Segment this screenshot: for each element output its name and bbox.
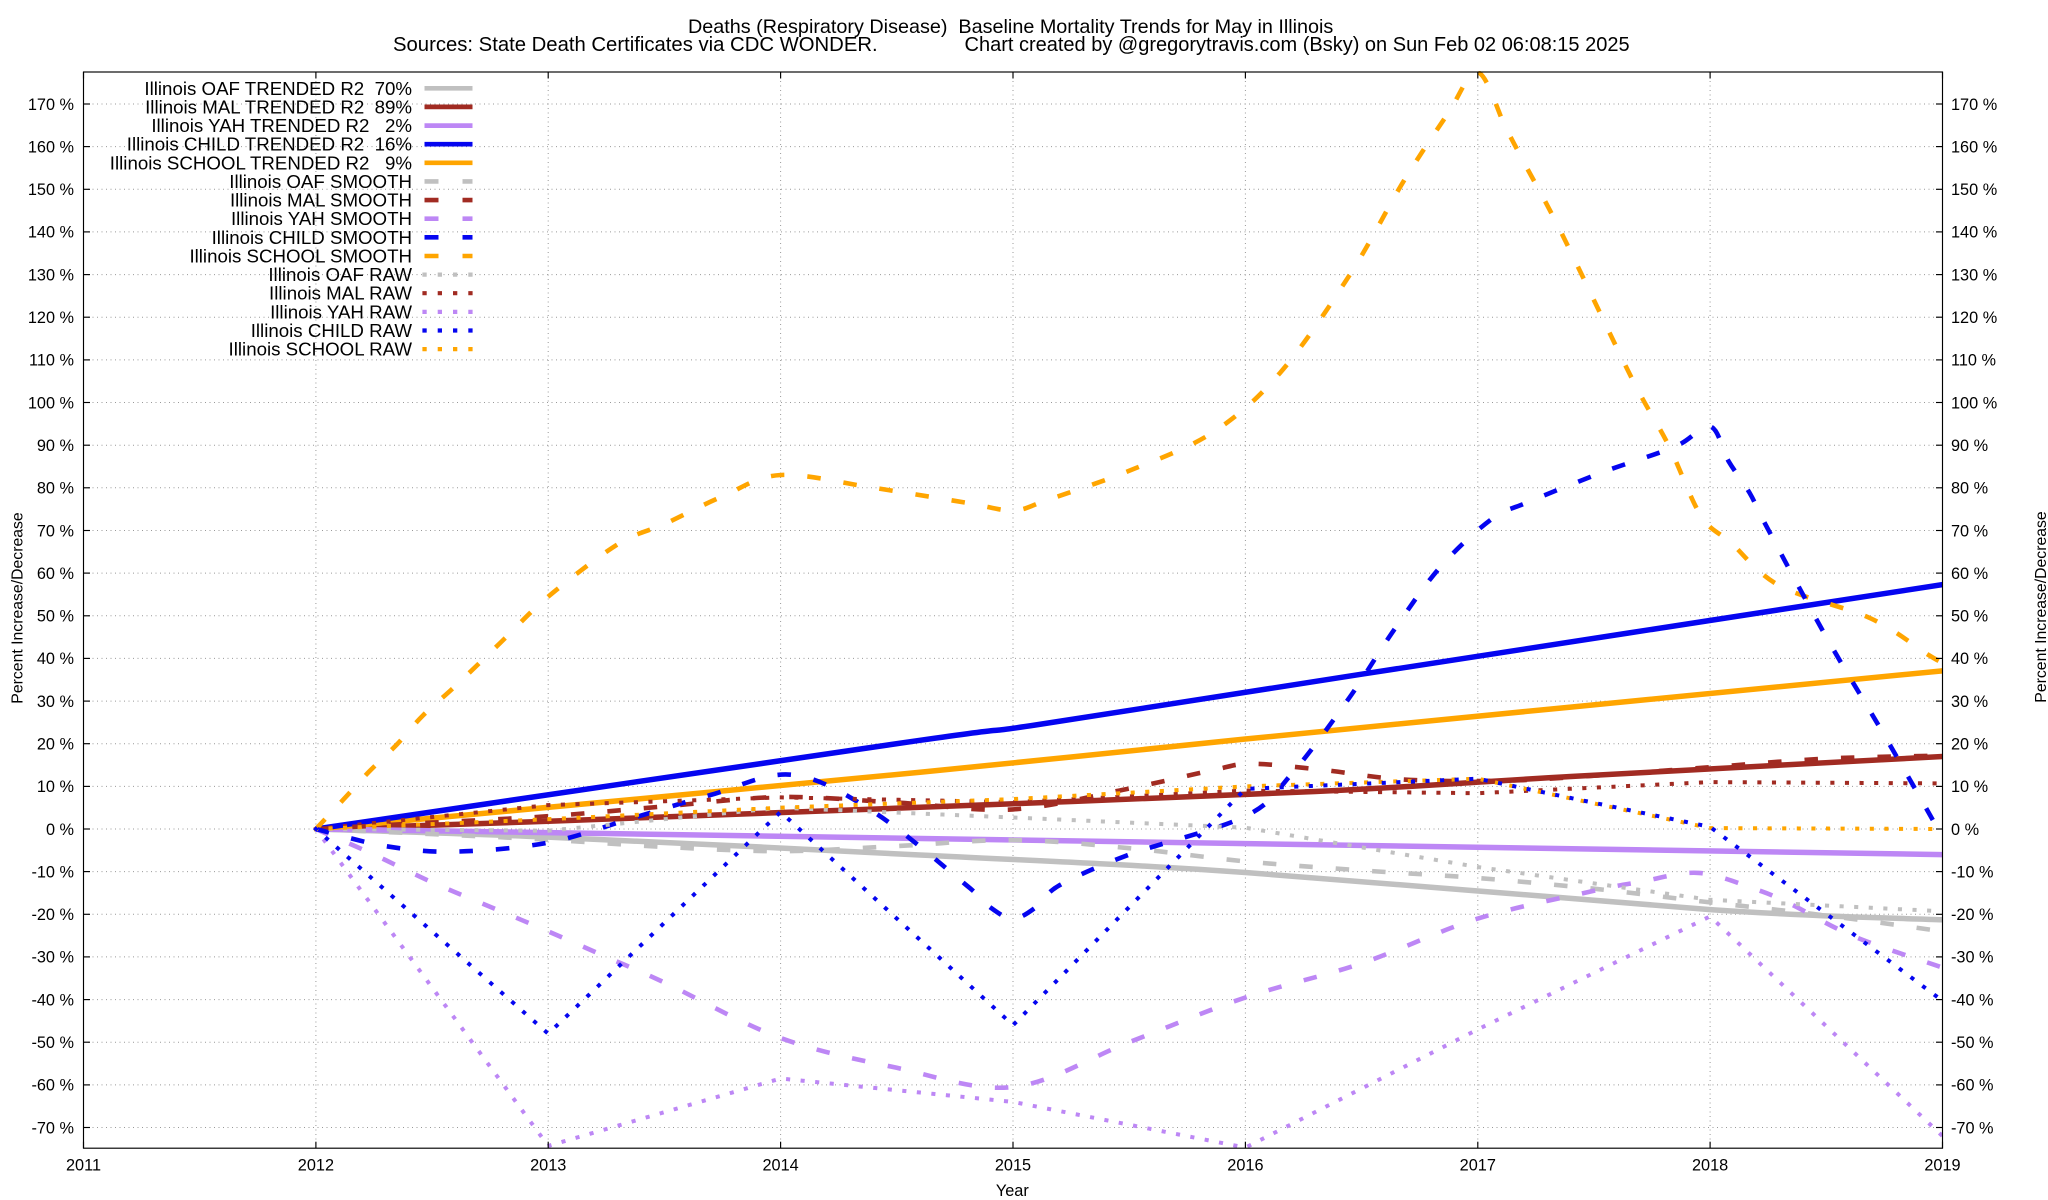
- svg-text:140 %: 140 %: [28, 224, 74, 242]
- svg-text:2016: 2016: [1227, 1157, 1263, 1175]
- svg-text:Illinois SCHOOL TRENDED R2 9: Illinois SCHOOL TRENDED R2 9%: [110, 152, 412, 173]
- svg-text:100 %: 100 %: [28, 394, 74, 412]
- svg-text:160 %: 160 %: [28, 138, 74, 156]
- svg-text:150 %: 150 %: [28, 181, 74, 199]
- svg-text:60 %: 60 %: [1951, 565, 1988, 583]
- svg-text:Illinois CHILD TRENDED R2 16%: Illinois CHILD TRENDED R2 16%: [127, 134, 412, 155]
- svg-text:50 %: 50 %: [1951, 608, 1988, 626]
- svg-text:-40 %: -40 %: [31, 991, 74, 1009]
- svg-text:-10 %: -10 %: [1951, 863, 1994, 881]
- svg-text:Sources: State Death Certifica: Sources: State Death Certificates via CD…: [393, 34, 878, 56]
- svg-text:30 %: 30 %: [37, 693, 74, 711]
- svg-text:20 %: 20 %: [37, 736, 74, 754]
- svg-text:2011: 2011: [66, 1157, 101, 1175]
- svg-text:Illinois CHILD SMOOTH: Illinois CHILD SMOOTH: [212, 227, 412, 248]
- svg-text:Deaths (Respiratory Disease): Deaths (Respiratory Disease) Baseline Mo…: [688, 16, 1333, 38]
- svg-text:Illinois SCHOOL RAW: Illinois SCHOOL RAW: [229, 339, 413, 360]
- svg-text:130 %: 130 %: [1951, 266, 1997, 284]
- svg-text:-40 %: -40 %: [1951, 991, 1994, 1009]
- svg-text:Illinois MAL SMOOTH: Illinois MAL SMOOTH: [230, 190, 412, 211]
- svg-text:30 %: 30 %: [1951, 693, 1988, 711]
- svg-text:80 %: 80 %: [1951, 480, 1988, 498]
- svg-text:2019: 2019: [1924, 1157, 1960, 1175]
- svg-text:20 %: 20 %: [1951, 736, 1988, 754]
- svg-text:140 %: 140 %: [1951, 224, 1997, 242]
- svg-text:-10 %: -10 %: [31, 863, 74, 881]
- svg-text:Illinois MAL RAW: Illinois MAL RAW: [269, 283, 412, 304]
- svg-text:-70 %: -70 %: [31, 1119, 74, 1137]
- svg-text:-20 %: -20 %: [1951, 906, 1994, 924]
- svg-text:Year: Year: [996, 1182, 1029, 1200]
- svg-text:70 %: 70 %: [37, 522, 74, 540]
- svg-text:2013: 2013: [530, 1157, 566, 1175]
- svg-text:170 %: 170 %: [1951, 96, 1997, 114]
- svg-text:-60 %: -60 %: [1951, 1077, 1994, 1095]
- svg-text:2015: 2015: [995, 1157, 1031, 1175]
- svg-text:10 %: 10 %: [1951, 778, 1988, 796]
- svg-text:10 %: 10 %: [37, 778, 74, 796]
- svg-text:120 %: 120 %: [28, 309, 74, 327]
- svg-text:40 %: 40 %: [37, 650, 74, 668]
- svg-text:-60 %: -60 %: [31, 1077, 74, 1095]
- svg-text:Percent Increase/Decrease: Percent Increase/Decrease: [10, 512, 27, 704]
- svg-text:50 %: 50 %: [37, 608, 74, 626]
- svg-text:Illinois CHILD RAW: Illinois CHILD RAW: [251, 320, 413, 341]
- svg-text:0 %: 0 %: [1951, 821, 1979, 839]
- svg-text:Illinois MAL TRENDED R2 89%: Illinois MAL TRENDED R2 89%: [145, 96, 412, 117]
- svg-text:2017: 2017: [1460, 1157, 1496, 1175]
- svg-text:160 %: 160 %: [1951, 138, 1997, 156]
- svg-text:40 %: 40 %: [1951, 650, 1988, 668]
- svg-text:-30 %: -30 %: [31, 949, 74, 967]
- svg-text:-50 %: -50 %: [31, 1034, 74, 1052]
- svg-text:Percent Increase/Decrease: Percent Increase/Decrease: [2033, 511, 2048, 703]
- svg-text:-50 %: -50 %: [1951, 1034, 1994, 1052]
- svg-text:-30 %: -30 %: [1951, 949, 1994, 967]
- svg-text:120 %: 120 %: [1951, 309, 1997, 327]
- svg-text:2014: 2014: [762, 1157, 798, 1175]
- svg-text:Illinois OAF RAW: Illinois OAF RAW: [268, 264, 412, 285]
- svg-text:130 %: 130 %: [28, 266, 74, 284]
- svg-text:2012: 2012: [298, 1157, 334, 1175]
- svg-text:110 %: 110 %: [29, 352, 74, 370]
- svg-text:110 %: 110 %: [1951, 352, 1996, 370]
- svg-text:70 %: 70 %: [1951, 522, 1988, 540]
- svg-text:80 %: 80 %: [37, 480, 74, 498]
- svg-text:170 %: 170 %: [28, 96, 74, 114]
- svg-text:-70 %: -70 %: [1951, 1119, 1994, 1137]
- svg-text:Illinois YAH TRENDED R2 2%: Illinois YAH TRENDED R2 2%: [151, 115, 412, 136]
- svg-text:Chart created by @gregorytravi: Chart created by @gregorytravis.com (Bsk…: [965, 34, 1630, 56]
- svg-text:Illinois YAH RAW: Illinois YAH RAW: [270, 301, 412, 322]
- svg-text:90 %: 90 %: [1951, 437, 1988, 455]
- svg-text:Illinois OAF SMOOTH: Illinois OAF SMOOTH: [229, 171, 412, 192]
- svg-text:Illinois OAF TRENDED R2 70%: Illinois OAF TRENDED R2 70%: [144, 78, 412, 99]
- svg-text:100 %: 100 %: [1951, 394, 1997, 412]
- svg-text:-20 %: -20 %: [31, 906, 74, 924]
- svg-text:2018: 2018: [1692, 1157, 1728, 1175]
- svg-text:150 %: 150 %: [1951, 181, 1997, 199]
- svg-text:Illinois SCHOOL SMOOTH: Illinois SCHOOL SMOOTH: [189, 246, 412, 267]
- svg-text:60 %: 60 %: [37, 565, 74, 583]
- svg-text:Illinois YAH SMOOTH: Illinois YAH SMOOTH: [231, 208, 412, 229]
- svg-text:0 %: 0 %: [46, 821, 74, 839]
- svg-text:90 %: 90 %: [37, 437, 74, 455]
